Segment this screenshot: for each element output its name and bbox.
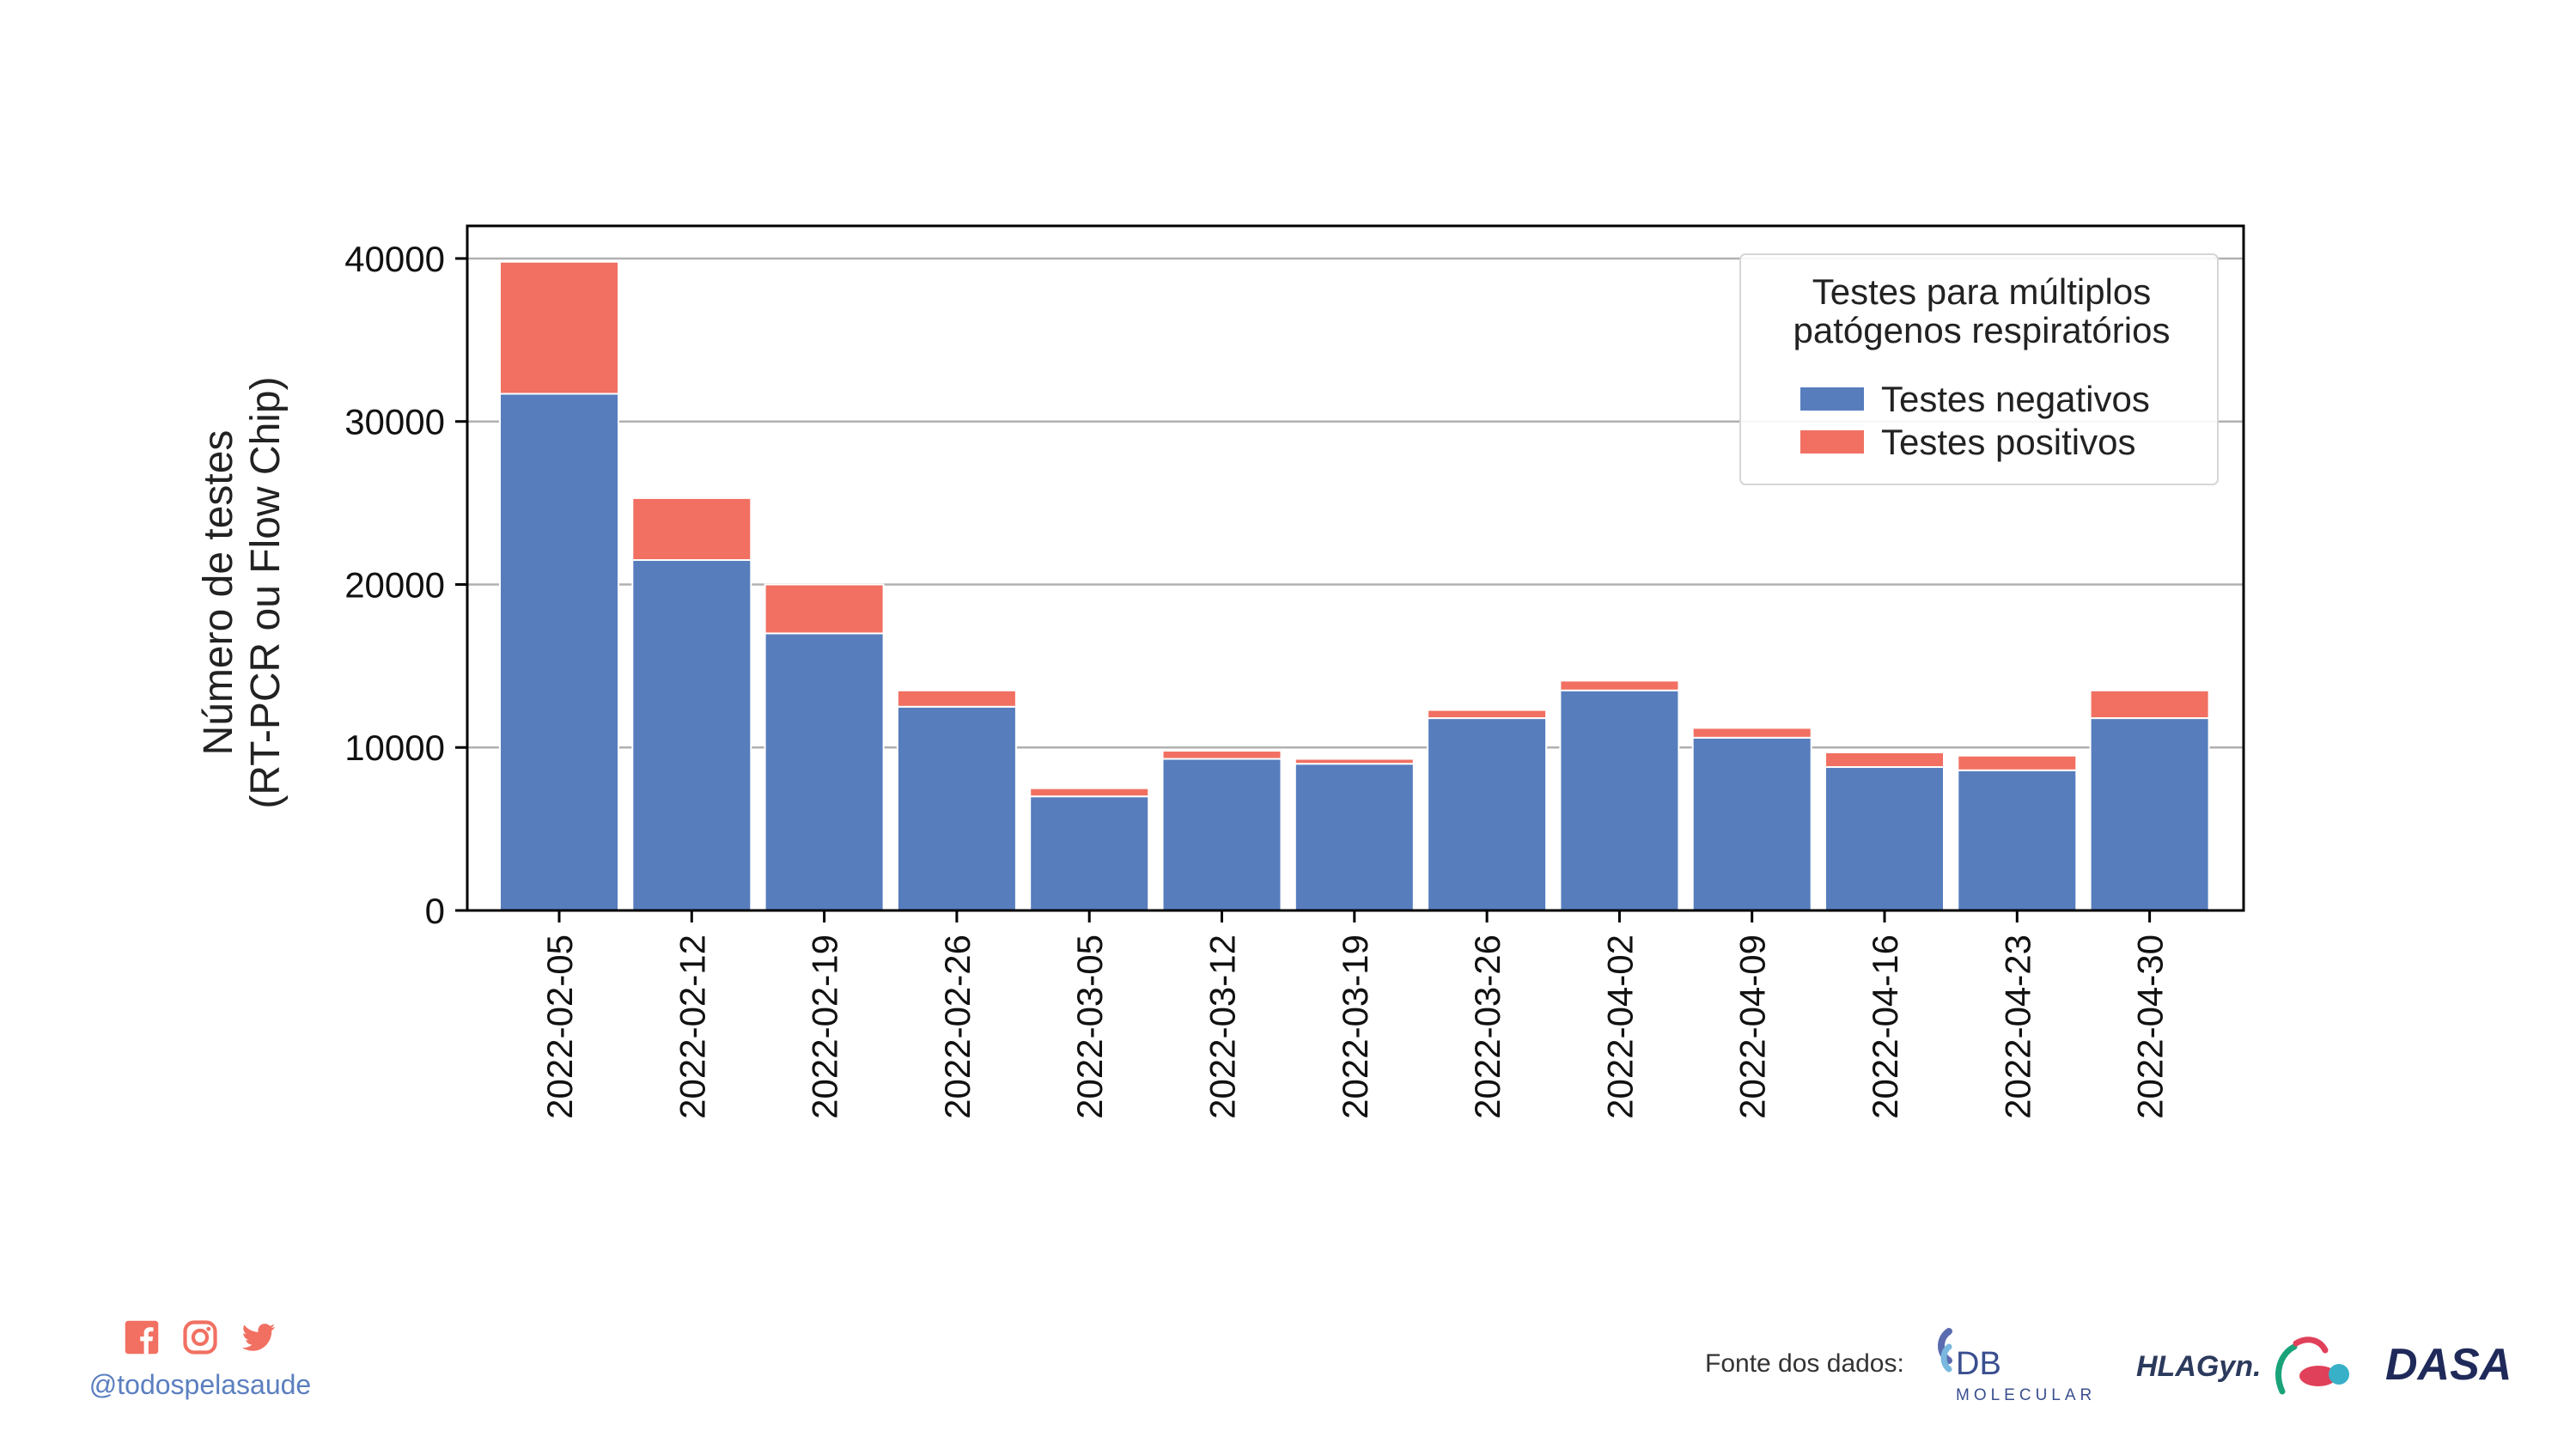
data-sources: Fonte dos dados: DB MOLECULAR HLAGyn. DA… xyxy=(1705,1312,2557,1416)
x-tick-label: 2022-03-12 xyxy=(1203,935,1243,1119)
db-molecular-logo: DB MOLECULAR xyxy=(1937,1328,2096,1404)
bar-negative xyxy=(1161,758,1282,911)
twitter-icon[interactable] xyxy=(241,1319,277,1355)
svg-text:DB: DB xyxy=(1956,1346,2001,1382)
bar-negative xyxy=(1029,795,1150,912)
bar-negative xyxy=(1294,763,1415,912)
y-axis: 0 10000 20000 30000 40000 xyxy=(344,239,467,931)
bar-positive xyxy=(1957,754,2078,771)
bar-positive xyxy=(1427,709,1548,720)
bar-positive xyxy=(896,689,1017,708)
hlagyn-logo: HLAGyn. xyxy=(2136,1336,2349,1395)
y-tick-label: 30000 xyxy=(344,402,445,442)
legend-title-line-2: patógenos respiratórios xyxy=(1793,310,2171,350)
y-axis-title-line-2: (RT-PCR ou Flow Chip) xyxy=(243,376,289,808)
bar-positive xyxy=(764,583,885,635)
bar-positive xyxy=(631,496,752,562)
bar-positive xyxy=(1161,750,1282,760)
x-axis: 2022-02-05 2022-02-12 2022-02-19 2022-02-26… xyxy=(539,910,2171,1119)
y-tick-label: 0 xyxy=(425,891,445,931)
svg-text:MOLECULAR: MOLECULAR xyxy=(1956,1386,2096,1404)
y-tick-label: 20000 xyxy=(344,564,445,605)
bar-positive xyxy=(499,260,619,395)
x-tick-label: 2022-04-16 xyxy=(1865,935,1905,1119)
svg-text:HLAGyn.: HLAGyn. xyxy=(2136,1350,2261,1383)
x-tick-label: 2022-04-30 xyxy=(2130,935,2171,1119)
bar-positive xyxy=(1294,758,1415,765)
legend-label-positive: Testes positivos xyxy=(1881,422,2135,462)
svg-text:DASA: DASA xyxy=(2385,1340,2512,1390)
bar-negative xyxy=(2089,717,2210,911)
source-label: Fonte dos dados: xyxy=(1705,1349,1904,1378)
x-tick-label: 2022-03-05 xyxy=(1069,935,1110,1119)
bar-negative xyxy=(1559,689,1680,911)
facebook-icon[interactable] xyxy=(124,1319,160,1355)
bar-negative xyxy=(1427,717,1548,911)
bar-negative xyxy=(896,705,1017,911)
social-icons xyxy=(76,1319,325,1355)
x-tick-label: 2022-04-23 xyxy=(1997,935,2037,1119)
x-tick-label: 2022-04-02 xyxy=(1599,935,1640,1119)
bar-negative xyxy=(499,393,619,911)
x-tick-label: 2022-04-09 xyxy=(1733,935,1773,1119)
social-handle[interactable]: @todospelasaude xyxy=(88,1369,312,1400)
bar-positive xyxy=(1029,787,1150,798)
x-tick-label: 2022-02-26 xyxy=(937,935,977,1119)
legend-swatch-positive xyxy=(1800,430,1864,454)
bar-negative xyxy=(631,559,752,911)
bar-positive xyxy=(1824,751,1945,769)
dasa-logo: DASA xyxy=(2385,1340,2512,1390)
bar-negative xyxy=(1957,769,2078,911)
instagram-icon[interactable] xyxy=(182,1319,218,1355)
y-tick-label: 10000 xyxy=(344,728,445,768)
x-tick-label: 2022-03-26 xyxy=(1467,935,1507,1119)
x-tick-label: 2022-02-12 xyxy=(672,935,712,1119)
bar-negative xyxy=(1824,766,1945,911)
legend: Testes para múltiplos patógenos respirat… xyxy=(1739,253,2219,485)
y-tick-label: 40000 xyxy=(344,239,445,279)
bar-negative xyxy=(764,632,885,912)
bar-positive xyxy=(2089,689,2210,720)
bars xyxy=(499,260,2210,912)
x-tick-label: 2022-02-05 xyxy=(539,935,580,1119)
legend-swatch-negative xyxy=(1800,387,1864,411)
bar-negative xyxy=(1691,736,1812,911)
bar-positive xyxy=(1559,679,1680,691)
x-tick-label: 2022-03-19 xyxy=(1335,935,1375,1119)
y-axis-title-line-1: Número de testes xyxy=(196,430,241,756)
social-footer: @todospelasaude xyxy=(76,1319,325,1401)
bar-positive xyxy=(1691,727,1812,739)
x-tick-label: 2022-02-19 xyxy=(805,935,845,1119)
legend-title-line-1: Testes para múltiplos xyxy=(1812,271,2152,312)
legend-box xyxy=(1739,253,2219,485)
legend-label-negative: Testes negativos xyxy=(1881,379,2150,419)
